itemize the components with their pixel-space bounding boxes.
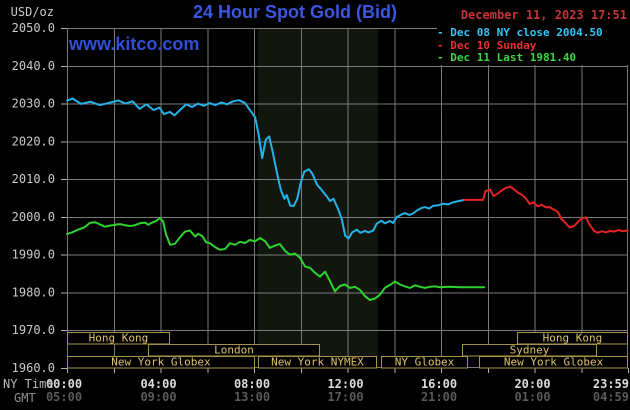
y-axis-label: 2030.0 bbox=[12, 97, 55, 111]
session-bar-label: Sydney bbox=[510, 344, 550, 357]
session-bar-label: New York Globex bbox=[111, 356, 211, 369]
legend: - Dec 08 NY close 2004.50- Dec 10 Sunday… bbox=[437, 26, 628, 65]
session-bar-label: New York Globex bbox=[504, 356, 604, 369]
legend-label: Dec 11 Last 1981.40 bbox=[450, 51, 577, 64]
session-bar-label: London bbox=[214, 344, 254, 357]
x-axis-label-ny: 12:00 bbox=[327, 377, 363, 391]
y-axis-label: 2020.0 bbox=[12, 134, 55, 148]
x-axis-label-gmt: 21:00 bbox=[421, 390, 457, 404]
legend-swatch-dash: - bbox=[437, 51, 451, 64]
y-axis-label: 1980.0 bbox=[12, 285, 55, 299]
chart-datetime: December 11, 2023 17:51 bbox=[460, 8, 627, 22]
legend-item: - Dec 10 Sunday bbox=[437, 38, 628, 53]
session-bar-label: Hong Kong bbox=[543, 332, 603, 345]
legend-label: Dec 10 Sunday bbox=[450, 38, 537, 52]
legend-swatch-dash: - bbox=[437, 26, 451, 39]
session-bar-label: NY Globex bbox=[395, 356, 455, 369]
y-axis-label: 1970.0 bbox=[12, 323, 55, 337]
session-bar-label: New York NYMEX bbox=[271, 356, 364, 369]
x-axis-label-gmt: 13:00 bbox=[234, 390, 270, 404]
legend-item: - Dec 08 NY close 2004.50 bbox=[437, 26, 628, 40]
grid bbox=[67, 28, 628, 368]
y-axis-label: 2010.0 bbox=[12, 172, 55, 186]
x-axis-label-gmt: 04:59 bbox=[593, 390, 629, 404]
nymex-session-band bbox=[257, 28, 378, 368]
kitco-link[interactable]: www.kitco.com bbox=[69, 34, 200, 54]
x-axis-label-ny: 23:59 bbox=[593, 377, 629, 391]
x-axis-label-gmt: 17:00 bbox=[327, 390, 363, 404]
ny-time-axis-label: NY Time bbox=[3, 377, 54, 391]
session-bar-label: Hong Kong bbox=[89, 332, 149, 345]
legend-label: Dec 08 NY close 2004.50 bbox=[450, 26, 603, 39]
x-axis-label-gmt: 05:00 bbox=[46, 390, 82, 404]
x-axis-label-ny: 04:00 bbox=[140, 377, 176, 391]
y-axis-label: 2050.0 bbox=[12, 21, 55, 35]
session-bar bbox=[479, 356, 628, 369]
series-line-1 bbox=[463, 185, 629, 234]
series-line-2 bbox=[66, 217, 486, 301]
session-bar bbox=[67, 332, 170, 345]
y-axis-label: 1960.0 bbox=[12, 361, 55, 375]
x-axis-label-gmt: 01:00 bbox=[514, 390, 550, 404]
legend-swatch-dash: - bbox=[437, 38, 451, 52]
axis-ticks bbox=[61, 28, 629, 373]
y-axis-label: 1990.0 bbox=[12, 248, 55, 262]
y-axis-unit-label: USD/oz bbox=[10, 5, 54, 19]
session-bar bbox=[67, 356, 255, 369]
series-line-0 bbox=[66, 97, 466, 240]
gmt-axis-label: GMT bbox=[14, 391, 36, 405]
x-axis-label-ny: 00:00 bbox=[46, 377, 82, 391]
x-axis-label-ny: 16:00 bbox=[421, 377, 457, 391]
y-axis-label: 2040.0 bbox=[12, 59, 55, 73]
legend-item: - Dec 11 Last 1981.40 bbox=[437, 51, 628, 65]
x-axis-label-gmt: 09:00 bbox=[140, 390, 176, 404]
x-axis-label-ny: 20:00 bbox=[514, 377, 550, 391]
x-axis-label-ny: 08:00 bbox=[234, 377, 270, 391]
page-title: 24 Hour Spot Gold (Bid) bbox=[193, 2, 397, 22]
session-bar bbox=[257, 356, 377, 369]
session-bar bbox=[380, 356, 469, 369]
y-axis-label: 2000.0 bbox=[12, 210, 55, 224]
